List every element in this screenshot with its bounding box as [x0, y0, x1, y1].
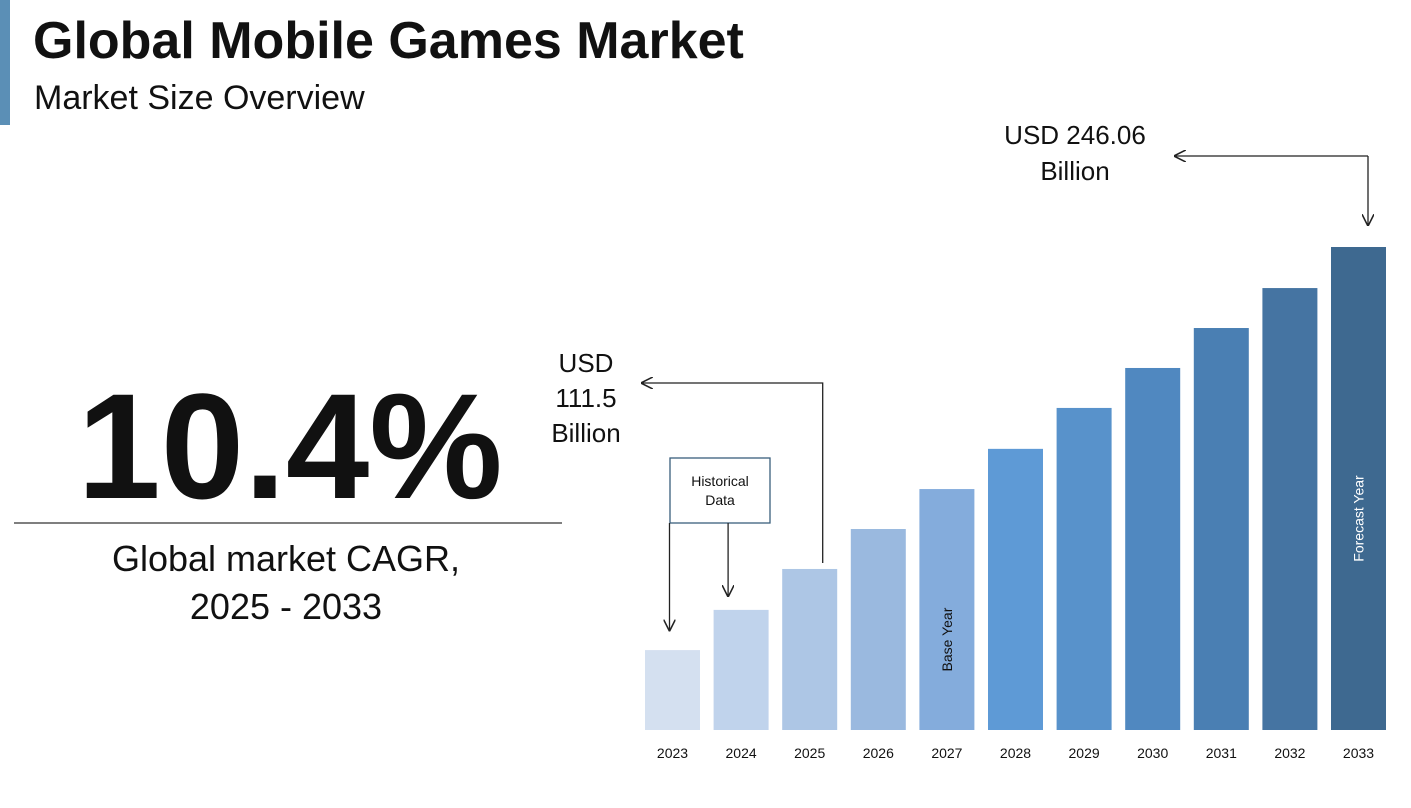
x-tick-label: 2027 [931, 745, 962, 761]
bar [850, 529, 906, 730]
x-tick-label: 2026 [863, 745, 894, 761]
bar [1056, 407, 1112, 730]
cagr-caption: 2025 - 2033 [190, 586, 382, 627]
x-tick-label: 2032 [1274, 745, 1305, 761]
bar-label: Base Year [939, 607, 955, 671]
accent-bar [0, 0, 10, 125]
annotation: USD [559, 348, 614, 378]
annotation: Billion [551, 418, 620, 448]
arrow [642, 383, 824, 563]
x-tick-label: 2030 [1137, 745, 1168, 761]
bar [713, 609, 769, 730]
historical-label: Data [705, 492, 735, 508]
bar [988, 448, 1043, 730]
annotation: Billion [1040, 156, 1109, 186]
x-tick-label: 2031 [1206, 745, 1237, 761]
bar [1125, 367, 1181, 730]
chart: 2023 2024 2025 2026 2027 Base Year 2028 2029 203… [551, 120, 1386, 761]
cagr-value: 10.4% [77, 362, 502, 530]
x-tick-label: 2033 [1343, 745, 1374, 761]
annotation: 111.5 [555, 383, 616, 413]
annotation: USD 246.06 [1004, 120, 1146, 150]
bar [1331, 247, 1386, 730]
subtitle: Market Size Overview [34, 79, 365, 117]
historical-label: Historical [691, 473, 749, 489]
title: Global Mobile Games Market [33, 12, 744, 70]
cagr-caption: Global market CAGR, [112, 538, 460, 579]
x-tick-label: 2025 [794, 745, 825, 761]
bar [782, 568, 838, 730]
x-tick-label: 2028 [1000, 745, 1031, 761]
bar [645, 650, 700, 730]
historical-box [669, 457, 771, 524]
bar [919, 489, 975, 730]
x-tick-label: 2024 [726, 745, 757, 761]
x-tick-label: 2023 [657, 745, 688, 761]
x-tick-label: 2029 [1069, 745, 1100, 761]
bar [1262, 288, 1318, 730]
bar-label: Forecast Year [1351, 475, 1367, 562]
bar [1193, 328, 1249, 730]
